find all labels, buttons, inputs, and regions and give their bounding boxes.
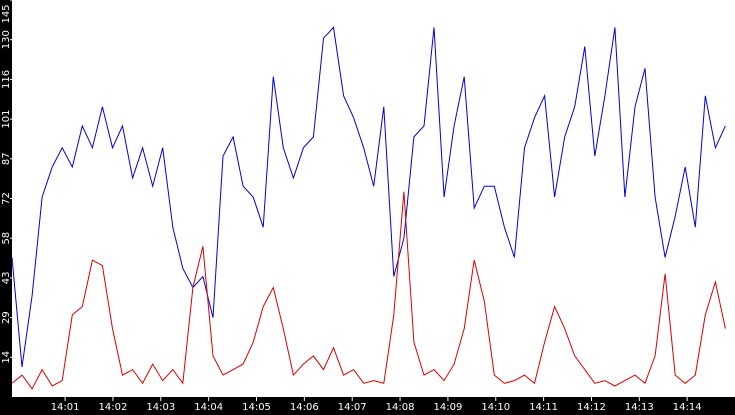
x-tick-label: 14:02 (99, 402, 128, 413)
x-tick-label: 14:09 (433, 402, 462, 413)
x-tick-label: 14:04 (194, 402, 223, 413)
x-tick-label: 14:06 (290, 402, 319, 413)
y-tick-label: 14 (1, 351, 12, 364)
x-tick-label: 14:13 (625, 402, 654, 413)
y-tick-label: 29 (1, 311, 12, 324)
y-tick-label: 145 (1, 4, 12, 23)
x-tick-label: 14:05 (242, 402, 271, 413)
x-tick-label: 14:03 (146, 402, 175, 413)
y-tick-label: 116 (1, 70, 12, 89)
y-axis-strip (0, 0, 12, 415)
series-line (11, 26, 726, 367)
y-tick-label: 87 (1, 152, 12, 165)
x-tick-label: 14:10 (481, 402, 510, 413)
y-tick-label: 130 (1, 30, 12, 49)
y-tick-label: 43 (1, 272, 12, 285)
x-tick-label: 14:01 (51, 402, 80, 413)
x-tick-label: 14:08 (386, 402, 415, 413)
series-line (11, 191, 726, 390)
x-tick-label: 14:11 (529, 402, 558, 413)
y-tick-label: 101 (1, 110, 12, 129)
y-tick-label: 72 (1, 192, 12, 205)
x-tick-label: 14:12 (577, 402, 606, 413)
x-tick-label: 14:14 (673, 402, 702, 413)
x-axis-strip (0, 397, 735, 415)
x-tick-label: 14:07 (338, 402, 367, 413)
y-tick-label: 58 (1, 232, 12, 245)
